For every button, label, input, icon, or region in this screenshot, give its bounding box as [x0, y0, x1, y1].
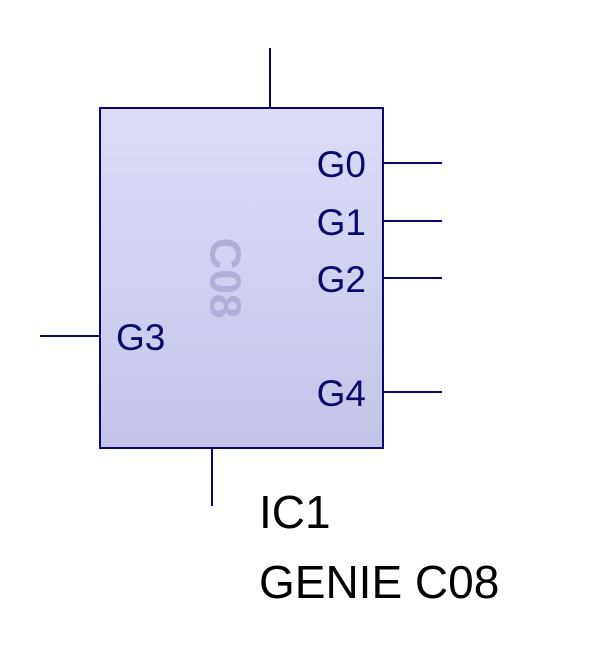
- pin-label-g2: G2: [317, 259, 366, 300]
- pin-label-g0: G0: [317, 144, 366, 185]
- pin-label-g3: G3: [116, 317, 165, 358]
- designator-text: IC1: [259, 486, 331, 538]
- part-name-text: GENIE C08: [259, 556, 499, 608]
- body-label: C08: [201, 238, 250, 319]
- pin-label-g4: G4: [317, 373, 366, 414]
- pin-label-g1: G1: [317, 202, 366, 243]
- ic-body: [99, 107, 384, 449]
